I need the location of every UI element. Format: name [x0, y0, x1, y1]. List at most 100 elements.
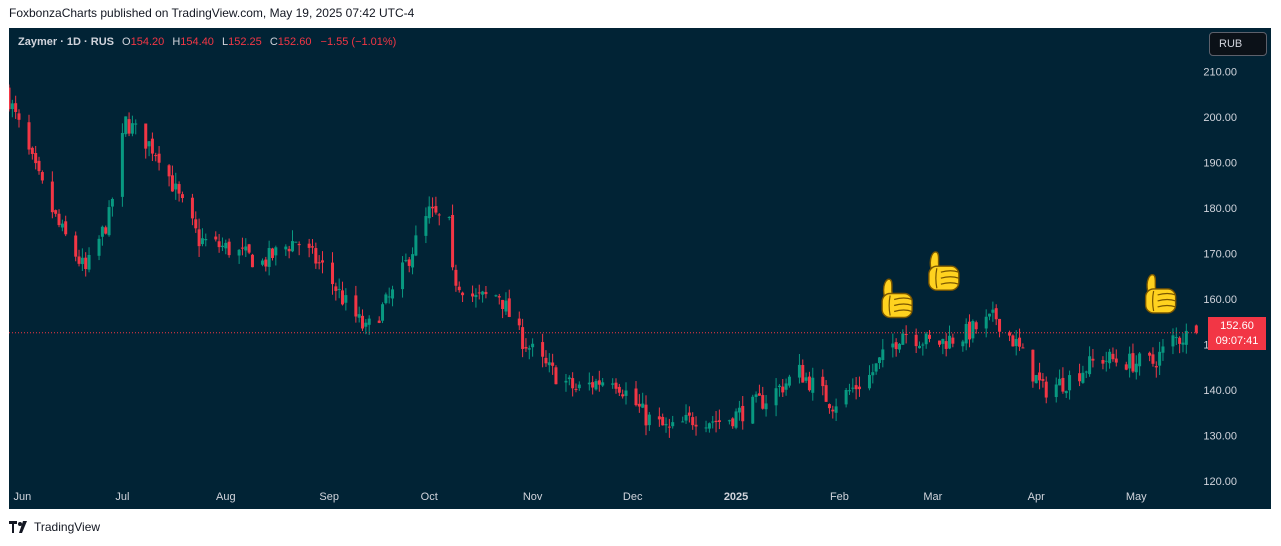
candle	[247, 243, 251, 255]
symbol-name[interactable]: Zaymer · 1D · RUS	[18, 36, 114, 48]
candle	[54, 209, 58, 217]
candle	[274, 245, 278, 266]
candle	[764, 395, 768, 417]
candle	[40, 170, 44, 184]
candle	[587, 372, 591, 391]
candle	[1131, 343, 1135, 373]
candle	[200, 228, 204, 247]
price-chart[interactable]: 120.00130.00140.00150.00160.00170.00180.…	[9, 28, 1271, 509]
x-tick-label: Nov	[523, 491, 543, 503]
candle	[774, 378, 778, 417]
x-tick-label: May	[1126, 491, 1147, 503]
candle	[851, 378, 855, 393]
candle	[971, 319, 975, 343]
thumbs-up-icon	[928, 251, 960, 291]
footer-brand[interactable]: TradingView	[9, 520, 100, 534]
candle	[734, 408, 738, 430]
candle	[64, 215, 68, 237]
candle	[691, 412, 695, 430]
candle	[107, 200, 111, 237]
candle	[97, 235, 101, 261]
candle	[214, 231, 218, 242]
candle	[951, 333, 955, 348]
candle	[857, 376, 861, 397]
candle	[831, 405, 835, 419]
candle	[437, 213, 441, 226]
candle	[307, 238, 311, 258]
candle	[364, 319, 368, 335]
candle	[240, 237, 244, 256]
candle	[10, 99, 14, 118]
candle	[237, 249, 241, 264]
candle	[1154, 361, 1158, 378]
candle	[1078, 363, 1082, 387]
x-tick-label: Jun	[13, 491, 31, 503]
candle	[411, 247, 415, 275]
candle	[477, 284, 481, 300]
candle	[811, 367, 815, 401]
candle	[694, 416, 698, 436]
footer-brand-text: TradingView	[34, 520, 101, 534]
candle	[924, 331, 928, 349]
annotations	[881, 251, 1177, 319]
y-tick-label: 170.00	[1203, 249, 1237, 261]
candle	[614, 378, 618, 394]
candle	[481, 290, 485, 303]
candle	[387, 287, 391, 304]
candle	[914, 328, 918, 354]
candle	[897, 342, 901, 353]
candle	[1194, 324, 1198, 335]
candle	[704, 420, 708, 433]
candle	[1061, 367, 1065, 394]
candle	[787, 374, 791, 388]
candle	[431, 197, 435, 217]
candle	[331, 252, 335, 295]
candle	[1064, 390, 1068, 398]
candle	[80, 248, 84, 271]
candle	[601, 377, 605, 387]
candle	[541, 333, 545, 368]
candle	[844, 388, 848, 408]
candle	[447, 216, 451, 221]
candle	[577, 381, 581, 391]
candle	[737, 400, 741, 421]
candle	[597, 370, 601, 392]
candle	[1124, 361, 1128, 371]
candle	[1134, 355, 1138, 380]
last-price-value: 152.60	[1220, 320, 1254, 332]
candle	[664, 417, 668, 433]
candle	[1058, 369, 1062, 386]
candle	[317, 255, 321, 270]
candle	[564, 373, 568, 392]
candle	[938, 340, 942, 348]
candle	[594, 378, 598, 391]
y-tick-label: 200.00	[1203, 112, 1237, 124]
candle	[827, 403, 831, 414]
candle	[130, 115, 134, 137]
chart-area[interactable]: 120.00130.00140.00150.00160.00170.00180.…	[9, 28, 1271, 509]
candle	[904, 325, 908, 344]
close-value: 152.60	[277, 36, 312, 48]
candle	[804, 372, 808, 384]
candle	[504, 292, 508, 315]
candle	[777, 383, 781, 397]
candle	[657, 407, 661, 427]
candle	[944, 333, 948, 357]
price-axis: 120.00130.00140.00150.00160.00170.00180.…	[1203, 67, 1237, 488]
currency-button[interactable]: RUB	[1209, 32, 1267, 56]
candle	[717, 409, 721, 430]
candle	[647, 412, 651, 431]
candle	[801, 359, 805, 383]
last-price-label: 152.60 09:07:41	[1208, 317, 1266, 350]
y-tick-label: 140.00	[1203, 385, 1237, 397]
y-tick-label: 180.00	[1203, 203, 1237, 215]
candle	[224, 239, 228, 255]
high-value: 154.40	[180, 36, 214, 48]
candle	[457, 281, 461, 293]
candle	[547, 353, 551, 373]
candle	[661, 413, 665, 426]
candle	[611, 378, 615, 389]
candle	[591, 375, 595, 395]
thumbs-up-icon	[881, 278, 913, 319]
x-tick-label: Sep	[319, 491, 339, 503]
